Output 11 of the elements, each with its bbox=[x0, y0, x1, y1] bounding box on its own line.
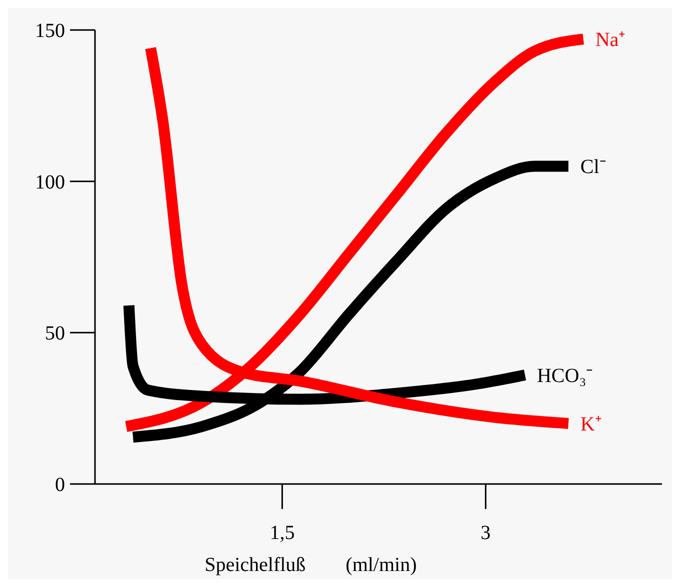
x-tick-label: 1,5 bbox=[270, 522, 295, 544]
x-axis-title: Speichelfluß (ml/min) bbox=[204, 554, 417, 576]
y-tick-label: 150 bbox=[35, 20, 65, 42]
series-label: K⁺ bbox=[580, 413, 602, 436]
series-label: Cl⁻ bbox=[580, 156, 606, 178]
y-tick-label: 50 bbox=[45, 322, 65, 345]
series-label: HCO₃⁻ bbox=[537, 365, 594, 388]
x-tick-label: 3 bbox=[480, 522, 491, 544]
y-tick-label: 100 bbox=[35, 171, 65, 194]
series-label: Na⁺ bbox=[595, 29, 626, 52]
y-tick-label: 0 bbox=[55, 474, 65, 496]
